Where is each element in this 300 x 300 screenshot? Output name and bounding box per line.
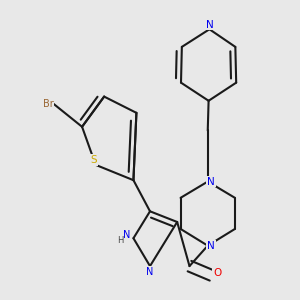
Text: N: N: [123, 230, 131, 239]
Text: N: N: [207, 177, 215, 187]
Text: O: O: [213, 268, 221, 278]
Text: N: N: [206, 20, 213, 30]
Text: Br: Br: [43, 99, 53, 109]
Text: N: N: [207, 241, 215, 251]
Text: H: H: [117, 236, 123, 244]
Text: N: N: [146, 267, 154, 277]
Text: S: S: [90, 155, 97, 165]
